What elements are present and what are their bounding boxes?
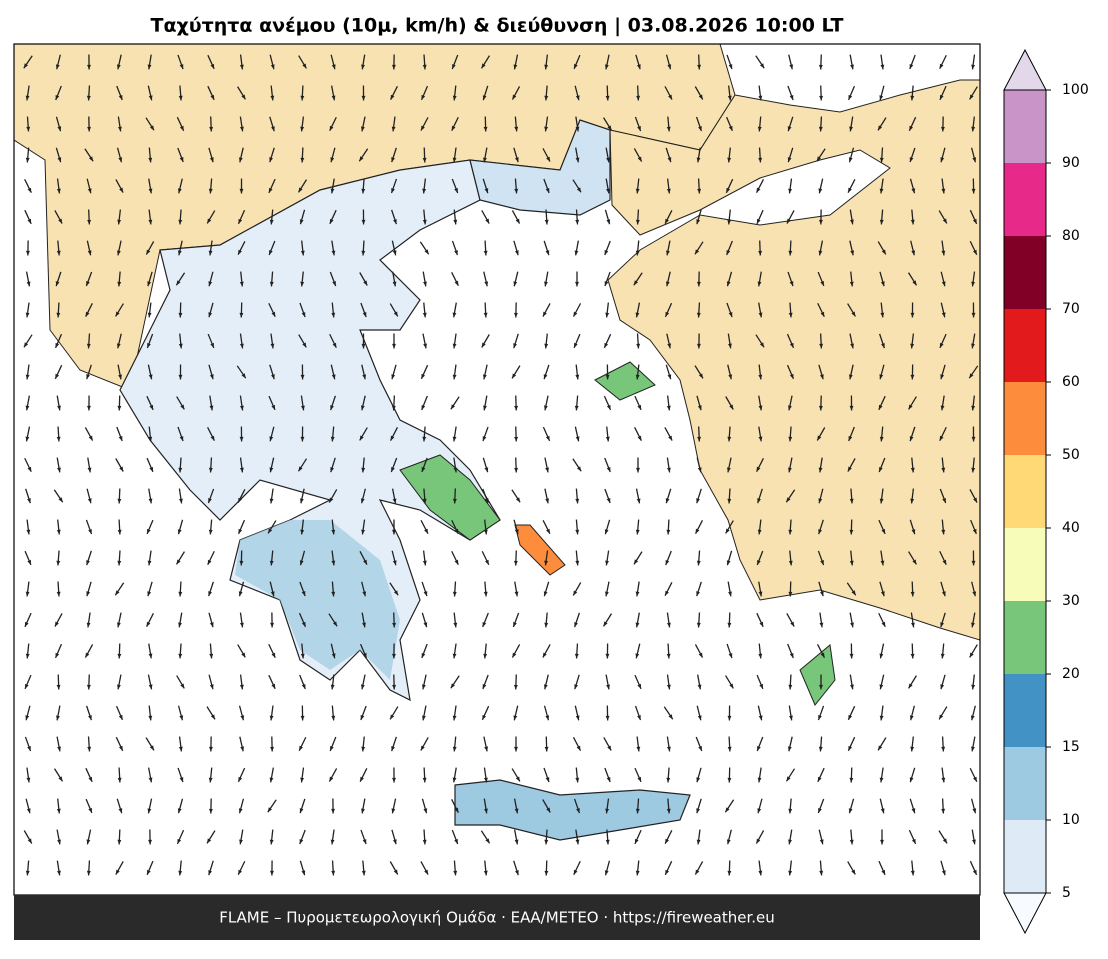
- colorbar-bin: [1004, 309, 1046, 382]
- colorbar-tick-label: 90: [1062, 155, 1080, 171]
- colorbar: 5 10 15 20 30 40 50 60 70 80 90 100: [1004, 50, 1089, 933]
- colorbar-tick-label: 70: [1062, 301, 1080, 317]
- colorbar-bin: [1004, 674, 1046, 747]
- colorbar-tick-label: 15: [1062, 739, 1080, 755]
- colorbar-bin: [1004, 163, 1046, 236]
- map-title: Ταχύτητα ανέμου (10μ, km/h) & διεύθυνση …: [151, 15, 844, 37]
- colorbar-under: [1004, 893, 1046, 933]
- colorbar-tick-label: 20: [1062, 666, 1080, 682]
- colorbar-bin: [1004, 528, 1046, 601]
- colorbar-tick-label: 5: [1062, 885, 1071, 901]
- colorbar-bin: [1004, 820, 1046, 893]
- colorbar-bin: [1004, 455, 1046, 528]
- colorbar-tick-label: 40: [1062, 520, 1080, 536]
- colorbar-bin: [1004, 90, 1046, 163]
- colorbar-bin: [1004, 747, 1046, 820]
- colorbar-over: [1004, 50, 1046, 90]
- colorbar-tick-label: 100: [1062, 82, 1089, 98]
- footer-text: FLAME – Πυρομετεωρολογική Ομάδα · ΕΑΑ/ME…: [219, 909, 775, 927]
- colorbar-tick-label: 10: [1062, 812, 1080, 828]
- map: [14, 44, 980, 895]
- colorbar-bin: [1004, 236, 1046, 309]
- colorbar-tick-label: 30: [1062, 593, 1080, 609]
- colorbar-tick-label: 80: [1062, 228, 1080, 244]
- colorbar-bin: [1004, 382, 1046, 455]
- colorbar-tick-label: 60: [1062, 374, 1080, 390]
- colorbar-bin: [1004, 601, 1046, 674]
- colorbar-tick-label: 50: [1062, 447, 1080, 463]
